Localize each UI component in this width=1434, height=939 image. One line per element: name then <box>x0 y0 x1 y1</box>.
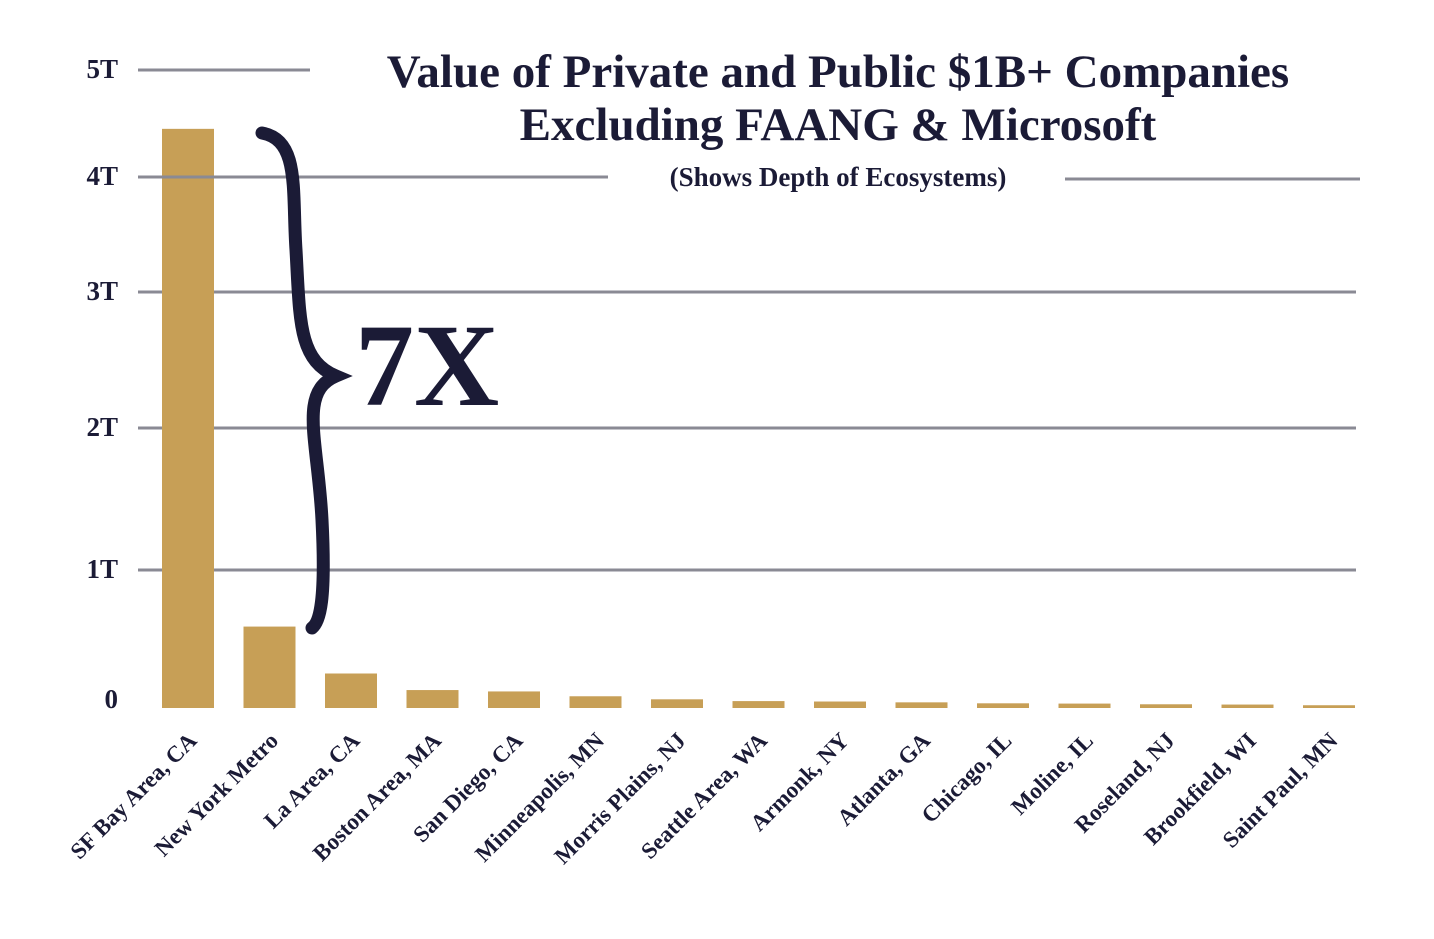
bar <box>569 696 622 708</box>
curly-brace <box>255 126 353 635</box>
bar <box>1221 704 1274 708</box>
y-tick-label: 5T <box>86 54 118 84</box>
y-tick-label: 1T <box>86 554 118 584</box>
chart-subtitle: (Shows Depth of Ecosystems) <box>670 162 1007 192</box>
y-tick-label: 3T <box>86 276 118 306</box>
bar <box>1140 704 1192 708</box>
bar <box>814 701 866 708</box>
title-background <box>310 50 1370 195</box>
ratio-annotation: 7X <box>355 300 499 431</box>
bar <box>651 699 703 708</box>
chart-title: Value of Private and Public $1B+ Compani… <box>387 46 1289 98</box>
bar <box>1058 703 1111 708</box>
bar <box>488 691 540 708</box>
chart-title-line2: Excluding FAANG & Microsoft <box>520 99 1157 151</box>
bar <box>325 673 377 708</box>
bar <box>732 701 785 708</box>
bar <box>162 128 214 709</box>
bar <box>1303 705 1355 708</box>
bar <box>243 626 296 708</box>
y-tick-label: 4T <box>86 161 118 191</box>
bar <box>895 702 948 708</box>
bar <box>406 690 459 708</box>
bar <box>977 703 1029 708</box>
y-tick-label: 0 <box>105 684 119 714</box>
y-tick-label: 2T <box>86 412 118 442</box>
